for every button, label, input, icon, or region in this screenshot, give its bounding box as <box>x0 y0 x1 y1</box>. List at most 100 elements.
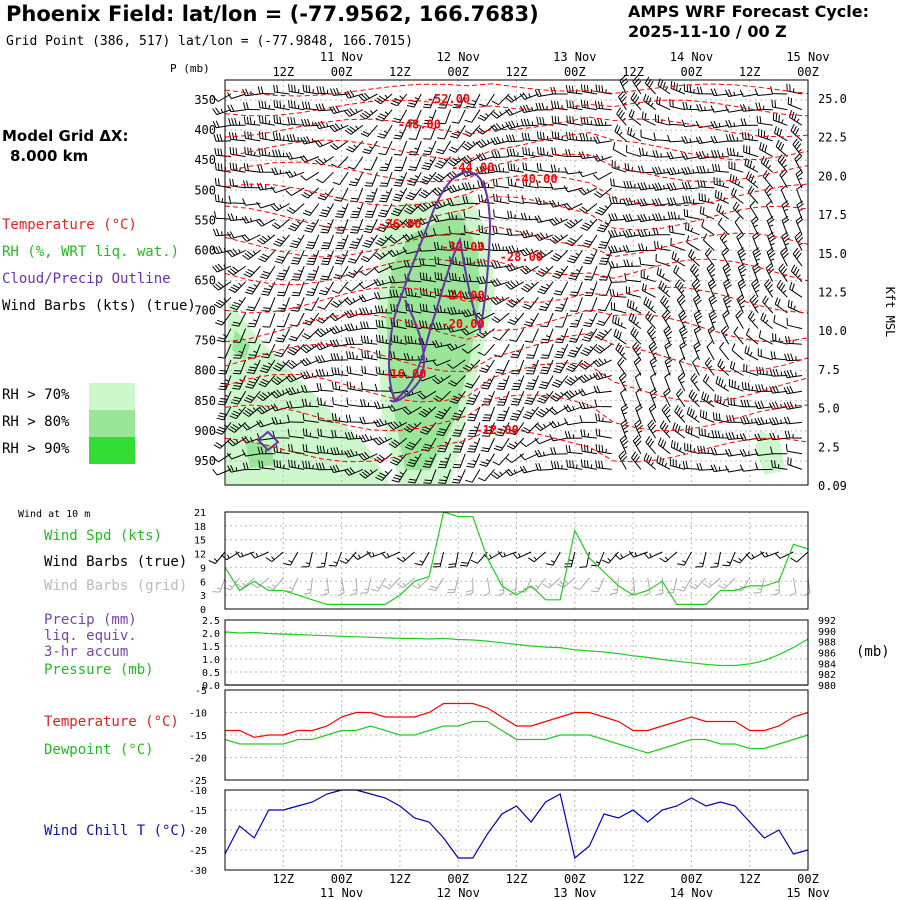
wind-barb <box>332 396 349 408</box>
wind-barb <box>726 415 744 423</box>
wind-barb <box>476 328 495 339</box>
wind-barb <box>286 203 305 214</box>
wind-barb <box>402 406 422 415</box>
wind-barb <box>789 281 803 298</box>
wind-barb <box>389 368 407 376</box>
wind-barb <box>505 468 525 477</box>
wind-barb <box>626 299 642 314</box>
wind-barb <box>343 467 363 476</box>
wind-barb <box>272 132 290 142</box>
wind-barb <box>663 388 671 408</box>
wind-barb <box>375 234 393 247</box>
wind-barb <box>215 312 232 326</box>
wind-barb <box>755 102 773 111</box>
wind-barb <box>752 231 760 251</box>
wind-barb <box>752 247 762 267</box>
wind-barb <box>432 375 451 385</box>
wind-barb <box>679 341 687 361</box>
wind-barb <box>716 203 730 220</box>
wind-barb <box>580 99 598 111</box>
precip-tick: 1.0 <box>202 655 220 666</box>
wind-barb <box>523 312 539 327</box>
wind-barb <box>643 452 656 470</box>
top-time-label: 12Z <box>622 65 644 79</box>
wind-barb <box>534 249 554 260</box>
wind-barb <box>579 415 597 423</box>
bottom-time-label: 12Z <box>506 872 528 886</box>
top-time-label: 00Z <box>681 65 703 79</box>
wind-barb <box>774 551 794 559</box>
wind-barb <box>391 469 408 483</box>
wind-barb <box>652 150 671 158</box>
wind-barb <box>276 312 291 328</box>
wind-barb <box>434 156 451 169</box>
panel-frame-layer <box>224 79 809 871</box>
wind-barb <box>393 172 408 187</box>
bottom-day-label: 14 Nov <box>670 886 713 900</box>
wind-barb <box>257 86 275 95</box>
wind-barb <box>344 323 363 332</box>
wind-barb <box>743 144 759 158</box>
wind-barb <box>711 149 729 158</box>
wind-barb <box>685 424 700 439</box>
wind-barb <box>318 281 334 296</box>
wind-barb <box>756 115 773 126</box>
wind-barb <box>300 385 319 393</box>
wind-barb <box>496 391 510 406</box>
wind-barb <box>557 577 576 589</box>
wind-barb <box>291 281 305 297</box>
wind-barb <box>330 296 349 308</box>
wind-barb <box>213 133 232 142</box>
wind-barb <box>396 577 415 589</box>
wind-barb <box>344 124 364 135</box>
wind-barb <box>305 281 320 296</box>
wind-barb <box>594 100 612 111</box>
wind-barb <box>754 417 773 426</box>
wind-barb <box>527 551 546 563</box>
wind-barb <box>497 577 505 597</box>
bottom-day-label: 13 Nov <box>553 886 596 900</box>
model-grid-value: 8.000 km <box>10 147 89 165</box>
wind-barb <box>273 115 290 126</box>
wind-barb <box>465 390 481 405</box>
wind-barb <box>394 156 408 172</box>
wind-barb <box>771 99 788 111</box>
wind-barb <box>349 234 364 249</box>
wind-barb <box>402 389 422 397</box>
wind-barb <box>579 203 598 214</box>
legend-dewpoint: Dewpoint (°C) <box>44 742 154 758</box>
wind-barb <box>388 437 408 449</box>
rh70-region-right <box>755 430 785 475</box>
wind-barb <box>242 462 261 471</box>
wind-barb <box>714 394 729 408</box>
wind-barb <box>317 428 334 439</box>
wind-barb <box>230 390 247 405</box>
wind-barb <box>431 200 451 210</box>
wind-barb <box>388 275 407 284</box>
wind-barb <box>698 192 715 204</box>
wind-barb <box>643 551 663 559</box>
legend-precip: Precip (mm) <box>44 612 137 628</box>
pressure-tick: 984 <box>818 659 836 670</box>
wind-barb <box>565 149 583 158</box>
wind-barb <box>671 251 686 267</box>
wind-barb <box>242 250 261 260</box>
wind-barb <box>362 140 378 155</box>
wind-barb <box>251 577 270 589</box>
wind-barb <box>725 89 744 97</box>
wind-barb <box>555 328 569 344</box>
wind-barb <box>572 577 590 591</box>
wind-barb <box>568 328 583 343</box>
wind-barb <box>417 203 437 212</box>
wind-barb <box>432 214 451 223</box>
wind-barb <box>461 140 481 151</box>
wind-barb <box>579 133 598 142</box>
wind-barb <box>363 156 378 171</box>
wind-barb <box>615 342 627 361</box>
wind-barb <box>510 343 525 359</box>
wind-barb <box>593 135 612 144</box>
wind-barb <box>387 404 407 412</box>
wind-barb <box>432 171 451 183</box>
wind-barb <box>304 297 320 311</box>
wind-barb <box>226 452 246 460</box>
